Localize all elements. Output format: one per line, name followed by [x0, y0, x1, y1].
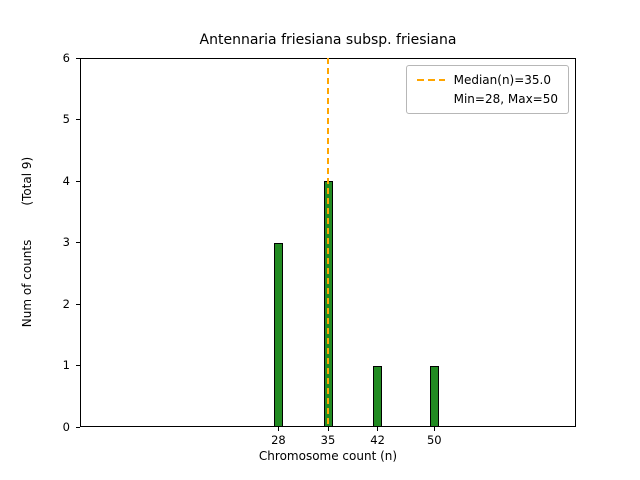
y-tick-label: 2	[62, 296, 70, 311]
x-axis-label: Chromosome count (n)	[258, 449, 398, 463]
legend-entry-median: Median(n)=35.0	[416, 73, 558, 87]
median-line-swatch	[416, 79, 445, 81]
x-tick-label: 50	[426, 433, 442, 447]
x-tick-mark	[377, 427, 379, 431]
x-tick-mark	[277, 427, 279, 431]
y-axis-label-total: (Total 9)	[20, 156, 34, 206]
x-tick-mark	[433, 427, 435, 431]
y-axis-label: Num of counts (Total 9)	[20, 157, 34, 327]
x-tick-label: 42	[370, 433, 385, 447]
chart-title: Antennaria friesiana subsp. friesiana	[199, 32, 457, 48]
y-tick-mark	[76, 242, 80, 243]
y-tick-mark	[76, 180, 80, 182]
bar	[429, 365, 439, 427]
y-tick-mark	[76, 119, 80, 120]
y-tick-label: 3	[62, 235, 70, 249]
y-tick-mark	[76, 57, 80, 59]
y-tick-mark	[76, 365, 80, 366]
legend: Median(n)=35.0 Min=28, Max=50	[405, 65, 569, 114]
bar	[373, 365, 383, 427]
x-tick-label: 28	[271, 433, 286, 447]
y-axis-label-text: Num of counts	[20, 239, 34, 328]
legend-empty-handle	[417, 98, 445, 100]
x-tick-mark	[327, 427, 329, 431]
median-line	[327, 58, 329, 427]
y-tick-label: 5	[62, 112, 70, 126]
legend-median-label: Median(n)=35.0	[453, 73, 551, 87]
y-tick-mark	[76, 426, 80, 428]
legend-minmax-label: Min=28, Max=50	[453, 92, 558, 106]
y-tick-label: 1	[62, 358, 70, 372]
x-tick-label: 35	[320, 433, 336, 447]
bar	[273, 242, 283, 427]
y-tick-label: 6	[62, 50, 70, 65]
y-tick-label: 0	[62, 419, 70, 434]
y-tick-mark	[76, 303, 80, 305]
legend-entry-minmax: Min=28, Max=50	[417, 92, 558, 106]
y-tick-label: 4	[62, 173, 70, 188]
